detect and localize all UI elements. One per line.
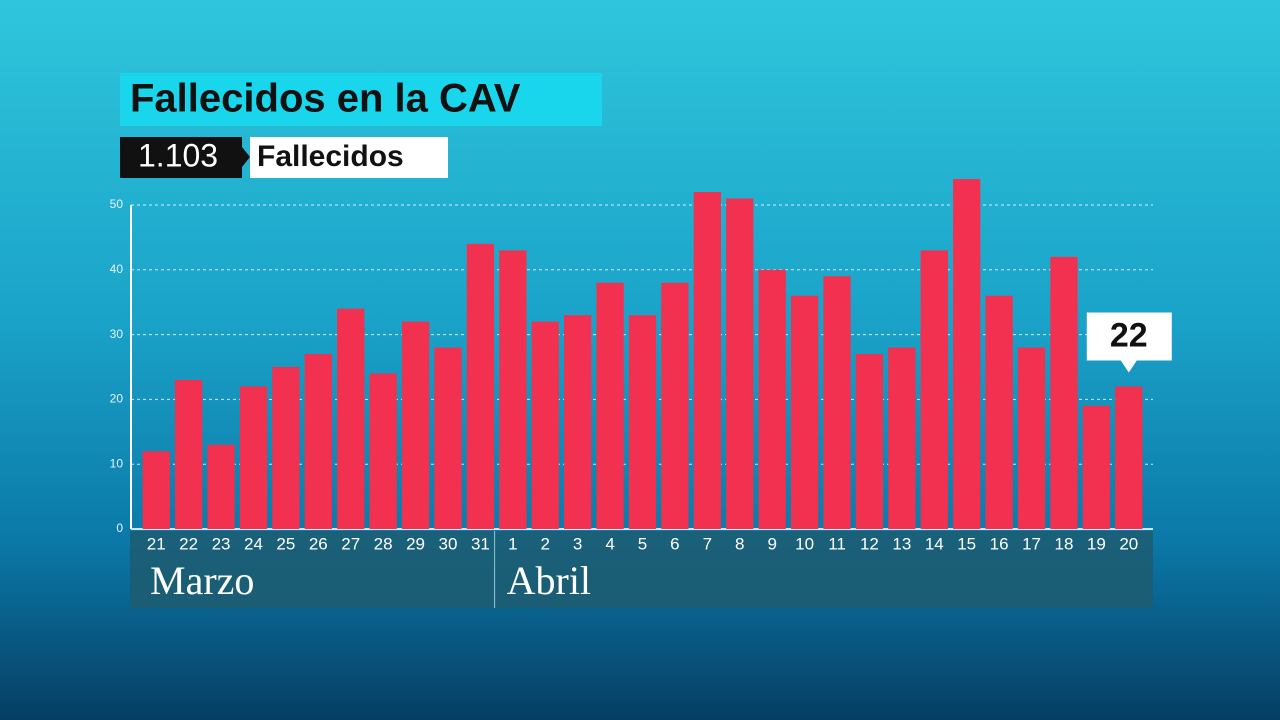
x-tick-label: 24 [244,534,263,553]
bar [855,354,884,529]
bar [531,321,559,529]
bar [823,276,851,529]
group-label: Abril [507,558,591,603]
y-tick-label: 10 [110,456,124,470]
x-tick-label: 5 [638,534,647,553]
x-tick-label: 10 [795,534,814,553]
bar [434,347,462,529]
x-tick-label: 4 [605,534,614,553]
bar [401,321,430,529]
x-tick-label: 31 [471,534,490,553]
bar [628,315,657,529]
total-arrow [242,147,250,167]
x-tick-label: 25 [276,534,295,553]
x-tick-label: 17 [1022,534,1041,553]
y-tick-label: 30 [110,327,124,341]
x-tick-label: 15 [957,534,976,553]
y-tick-label: 50 [110,197,124,211]
x-tick-label: 30 [439,534,458,553]
bar [272,367,300,529]
bar [1082,405,1110,529]
x-tick-label: 8 [735,534,744,553]
bar [920,250,948,530]
x-tick-label: 28 [374,534,393,553]
x-tick-label: 27 [341,534,360,553]
subtitle: Fallecidos [257,140,404,173]
x-tick-label: 18 [1054,534,1073,553]
y-tick-label: 40 [110,262,124,276]
bar [207,444,235,529]
x-tick-label: 29 [406,534,425,553]
x-tick-label: 3 [573,534,582,553]
bar [693,192,721,530]
bar [1050,256,1078,529]
x-tick-label: 23 [212,534,231,553]
x-tick-label: 13 [892,534,911,553]
x-tick-label: 16 [990,534,1009,553]
x-tick-label: 20 [1119,534,1138,553]
callout-box [1086,312,1172,373]
x-tick-label: 22 [179,534,198,553]
chart-title: Fallecidos en la CAV [130,77,521,121]
bar [758,269,786,529]
x-tick-label: 21 [147,534,166,553]
bar [661,282,689,529]
bar [1115,386,1143,529]
x-tick-label: 6 [670,534,679,553]
bar [953,179,981,529]
bar [369,373,397,529]
x-tick-label: 9 [767,534,776,553]
bar [466,243,495,529]
x-tick-label: 19 [1087,534,1106,553]
x-tick-label: 11 [828,534,846,553]
bar [985,295,1013,529]
bar [726,198,754,529]
y-tick-label: 0 [116,521,123,535]
title-box [120,73,602,126]
category-band [130,531,1153,608]
bar [564,315,592,529]
total-box [120,137,242,178]
bar [499,250,527,530]
bar [337,308,365,529]
x-tick-label: 7 [703,534,712,553]
bar [1017,347,1046,529]
total: 1.103 [138,137,218,173]
x-tick-label: 1 [508,534,517,553]
bar [790,295,819,529]
y-tick-label: 20 [110,392,124,406]
bar [239,386,268,529]
x-tick-label: 26 [309,534,328,553]
x-tick-label: 2 [541,534,550,553]
bar [142,451,170,529]
subtitle-box [250,137,448,178]
x-tick-label: 14 [925,534,944,553]
x-tick-label: 12 [860,534,879,553]
bar [304,354,332,529]
bar [596,282,624,529]
bar [175,379,203,529]
group-label: Marzo [150,558,254,603]
value-label: 22 [1110,316,1148,354]
bar [888,347,916,529]
